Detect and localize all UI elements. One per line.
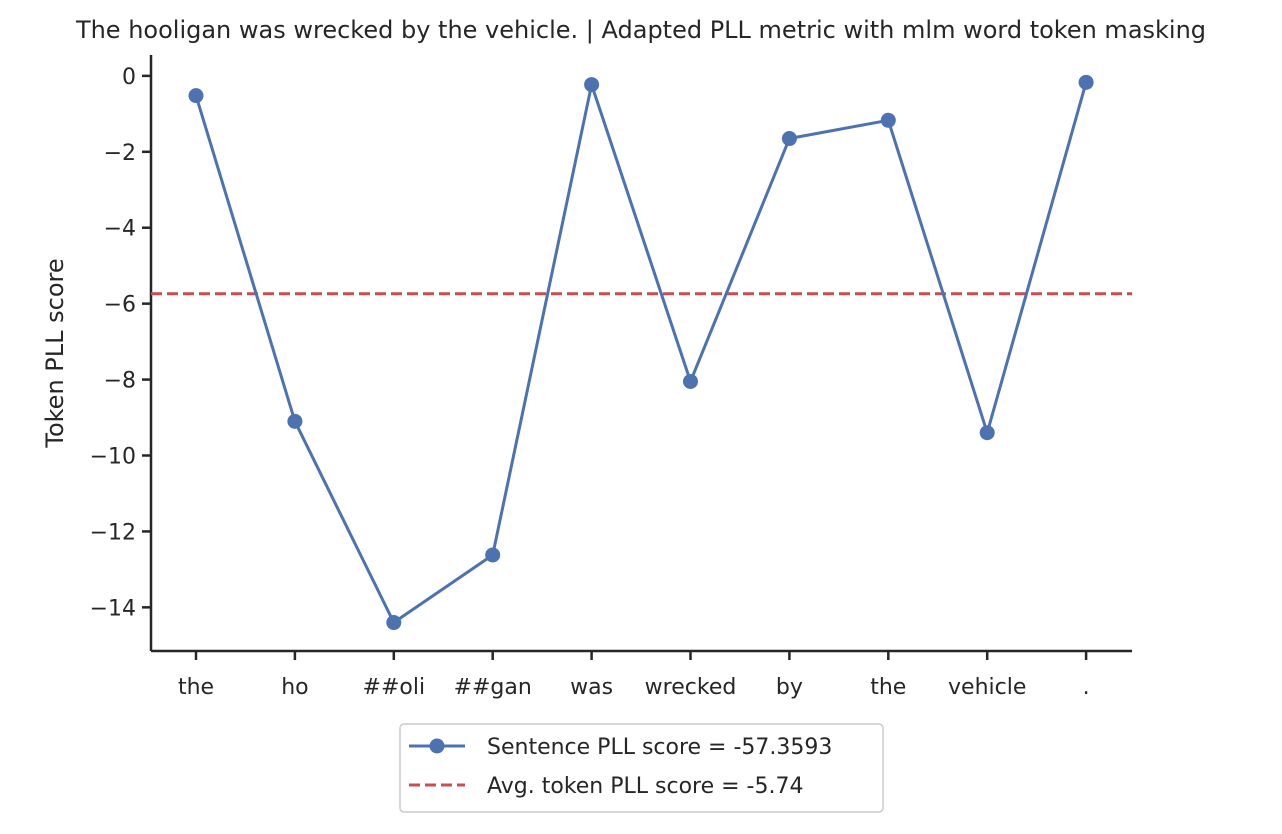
data-point bbox=[1078, 74, 1094, 90]
legend-series-marker bbox=[429, 738, 445, 754]
data-point bbox=[781, 131, 797, 147]
y-tick-label: 0 bbox=[122, 65, 136, 90]
legend: Sentence PLL score = -57.3593 Avg. token… bbox=[399, 723, 884, 813]
x-tick-label: vehicle bbox=[948, 675, 1026, 700]
x-tick-label: ho bbox=[281, 675, 308, 700]
y-tick-label: −14 bbox=[90, 596, 136, 621]
x-tick-label: . bbox=[1083, 675, 1090, 700]
series-layer bbox=[188, 74, 1094, 631]
data-point bbox=[683, 373, 698, 389]
data-point bbox=[287, 413, 303, 429]
x-tick-label: by bbox=[776, 675, 803, 700]
y-tick-label: −8 bbox=[104, 369, 136, 394]
x-tick-label: was bbox=[570, 675, 613, 700]
y-tick-label: −10 bbox=[90, 444, 136, 469]
y-tick-label: −12 bbox=[90, 520, 136, 545]
y-tick-label: −4 bbox=[104, 217, 136, 242]
data-point bbox=[880, 112, 896, 128]
axes: 0 −2 −4 −6 −8 −10 −12 −14 the ho ##oli ##gan was wrec… bbox=[90, 55, 1132, 700]
x-tick-label: wrecked bbox=[645, 675, 737, 700]
legend-box bbox=[399, 723, 884, 813]
series-line bbox=[194, 81, 1088, 625]
y-tick-label: −6 bbox=[104, 293, 136, 318]
x-tick-label: ##gan bbox=[454, 675, 532, 700]
data-point bbox=[188, 88, 204, 104]
x-tick-label: the bbox=[178, 675, 214, 700]
legend-series-label: Sentence PLL score = -57.3593 bbox=[487, 735, 832, 760]
data-point bbox=[979, 425, 995, 441]
data-point bbox=[584, 77, 600, 93]
legend-average-label: Avg. token PLL score = -5.74 bbox=[487, 774, 803, 799]
y-tick-label: −2 bbox=[104, 141, 136, 166]
y-axis-label: Token PLL score bbox=[41, 258, 69, 448]
x-tick-label: ##oli bbox=[363, 675, 426, 700]
chart-title: The hooligan was wrecked by the vehicle.… bbox=[75, 16, 1206, 44]
data-point bbox=[386, 615, 402, 631]
x-tick-label: the bbox=[870, 675, 906, 700]
data-point bbox=[485, 547, 501, 563]
